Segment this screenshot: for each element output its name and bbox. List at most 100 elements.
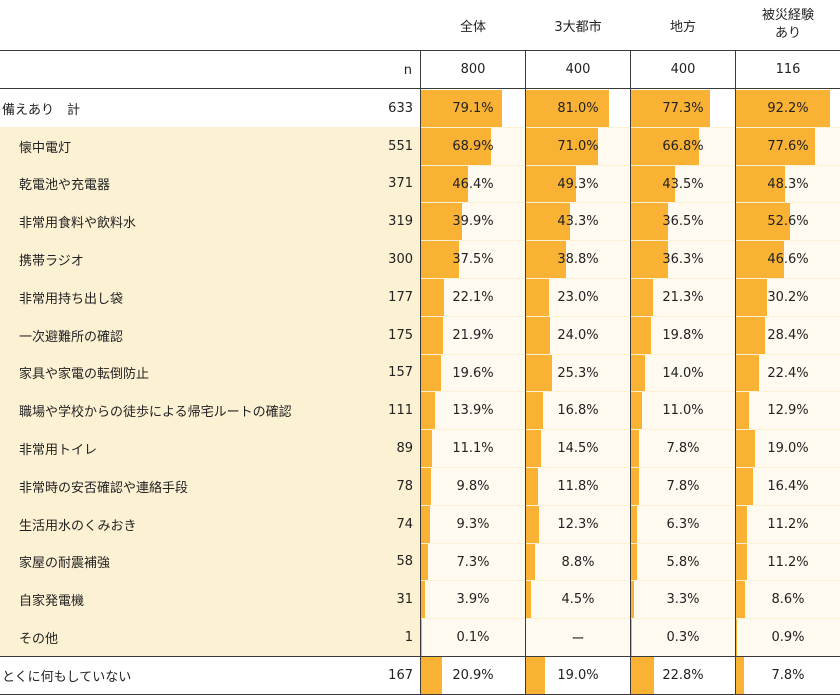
column-rule <box>735 50 736 694</box>
cell-total: 22.1% <box>421 279 525 316</box>
row-label: 懐中電灯 <box>19 127 71 165</box>
value-label: 48.3% <box>736 166 840 202</box>
row-label: 非常時の安否確認や連絡手段 <box>19 467 188 505</box>
cell-total: 20.9% <box>421 657 525 694</box>
cell-disaster-experienced: 30.2% <box>736 279 840 316</box>
value-label: 19.6% <box>421 355 525 391</box>
row-n: 74 <box>370 505 413 543</box>
row-label: 自家発電機 <box>19 580 84 618</box>
value-label: ー <box>526 619 630 656</box>
cell-metro: ー <box>526 619 630 656</box>
value-label: 11.0% <box>631 392 735 429</box>
cell-rural: 77.3% <box>631 90 735 127</box>
value-label: 19.0% <box>736 430 840 467</box>
cell-metro: 14.5% <box>526 430 630 467</box>
row-label: 家屋の耐震補強 <box>19 543 110 580</box>
n-value-disaster-experienced: 116 <box>736 52 840 88</box>
value-label: 28.4% <box>736 317 840 354</box>
value-label: 7.3% <box>421 544 525 580</box>
cell-total: 3.9% <box>421 581 525 618</box>
value-label: 92.2% <box>736 90 840 127</box>
row-label: 非常用食料や飲料水 <box>19 202 136 240</box>
cell-rural: 22.8% <box>631 657 735 694</box>
row-n: 300 <box>370 240 413 278</box>
cell-rural: 6.3% <box>631 506 735 543</box>
row-n: 157 <box>370 354 413 391</box>
n-value-metro: 400 <box>526 52 630 88</box>
row-n: 633 <box>370 89 413 127</box>
value-label: 24.0% <box>526 317 630 354</box>
row-label: とくに何もしていない <box>2 656 131 694</box>
row-label: 一次避難所の確認 <box>19 316 123 354</box>
value-label: 19.0% <box>526 657 630 694</box>
cell-disaster-experienced: 7.8% <box>736 657 840 694</box>
value-label: 9.3% <box>421 506 525 543</box>
cell-rural: 66.8% <box>631 128 735 165</box>
value-label: 11.2% <box>736 506 840 543</box>
row-label: 家具や家電の転倒防止 <box>19 354 149 391</box>
value-label: 16.4% <box>736 468 840 505</box>
cell-disaster-experienced: 92.2% <box>736 90 840 127</box>
cell-disaster-experienced: 11.2% <box>736 506 840 543</box>
value-label: 38.8% <box>526 241 630 278</box>
cell-total: 79.1% <box>421 90 525 127</box>
cell-disaster-experienced: 16.4% <box>736 468 840 505</box>
cell-metro: 49.3% <box>526 166 630 202</box>
cell-total: 39.9% <box>421 203 525 240</box>
value-label: 6.3% <box>631 506 735 543</box>
col-header-metro: 3大都市 <box>526 8 630 48</box>
row-label: 備えあり 計 <box>2 89 80 127</box>
cell-metro: 38.8% <box>526 241 630 278</box>
value-label: 12.3% <box>526 506 630 543</box>
value-label: 77.3% <box>631 90 735 127</box>
row-n: 89 <box>370 429 413 467</box>
row-label: 職場や学校からの徒歩による帰宅ルートの確認 <box>19 391 292 429</box>
row-n: 58 <box>370 543 413 580</box>
cell-metro: 81.0% <box>526 90 630 127</box>
value-label: 23.0% <box>526 279 630 316</box>
cell-disaster-experienced: 8.6% <box>736 581 840 618</box>
value-label: 30.2% <box>736 279 840 316</box>
col-header-total: 全体 <box>421 8 525 48</box>
row-n: 371 <box>370 165 413 202</box>
value-label: 0.3% <box>631 619 735 656</box>
value-label: 12.9% <box>736 392 840 429</box>
value-label: 77.6% <box>736 128 840 165</box>
cell-metro: 12.3% <box>526 506 630 543</box>
value-label: 16.8% <box>526 392 630 429</box>
value-label: 20.9% <box>421 657 525 694</box>
cell-total: 19.6% <box>421 355 525 391</box>
cell-disaster-experienced: 28.4% <box>736 317 840 354</box>
cell-total: 68.9% <box>421 128 525 165</box>
cell-disaster-experienced: 12.9% <box>736 392 840 429</box>
value-label: 81.0% <box>526 90 630 127</box>
cell-disaster-experienced: 0.9% <box>736 619 840 656</box>
row-n: 78 <box>370 467 413 505</box>
value-label: 46.4% <box>421 166 525 202</box>
value-label: 7.8% <box>631 430 735 467</box>
cell-total: 13.9% <box>421 392 525 429</box>
cell-total: 21.9% <box>421 317 525 354</box>
cell-disaster-experienced: 46.6% <box>736 241 840 278</box>
value-label: 19.8% <box>631 317 735 354</box>
value-label: 0.9% <box>736 619 840 656</box>
value-label: 37.5% <box>421 241 525 278</box>
cell-metro: 24.0% <box>526 317 630 354</box>
value-label: 43.5% <box>631 166 735 202</box>
row-label: 生活用水のくみおき <box>19 505 137 543</box>
cell-rural: 3.3% <box>631 581 735 618</box>
col-header-rural: 地方 <box>631 8 735 48</box>
value-label: 8.8% <box>526 544 630 580</box>
cell-total: 37.5% <box>421 241 525 278</box>
row-label: 携帯ラジオ <box>19 240 84 278</box>
cell-disaster-experienced: 11.2% <box>736 544 840 580</box>
value-label: 13.9% <box>421 392 525 429</box>
value-label: 49.3% <box>526 166 630 202</box>
row-label: その他 <box>19 618 58 656</box>
row-n: 175 <box>370 316 413 354</box>
column-rule <box>420 50 421 694</box>
col-header-disaster-experienced: 被災経験 あり <box>736 2 840 48</box>
cell-disaster-experienced: 22.4% <box>736 355 840 391</box>
n-label: n <box>380 52 412 88</box>
value-label: 11.2% <box>736 544 840 580</box>
